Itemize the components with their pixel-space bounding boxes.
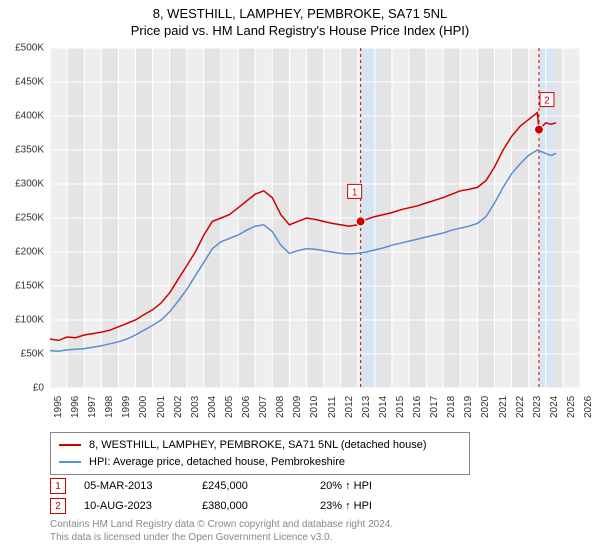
legend-swatch-1 (59, 444, 81, 446)
x-tick-label: 2001 (156, 396, 167, 418)
x-tick-label: 2011 (327, 396, 338, 418)
x-tick-label: 2015 (395, 396, 406, 418)
marker-box-2: 2 (50, 498, 66, 514)
x-tick-label: 1998 (104, 396, 115, 418)
y-tick-label: £100K (15, 315, 44, 326)
chart-container: 8, WESTHILL, LAMPHEY, PEMBROKE, SA71 5NL… (0, 0, 600, 560)
x-tick-label: 1996 (70, 396, 81, 418)
chart-svg: 12 (50, 48, 580, 388)
marker-box-1: 1 (50, 478, 66, 494)
transaction-date-1: 05-MAR-2013 (84, 480, 184, 492)
x-tick-label: 2009 (292, 396, 303, 418)
title-line2: Price paid vs. HM Land Registry's House … (0, 23, 600, 40)
x-axis-ticks: 1995 1996 1997 1998 1999 2000 2001 2002 2003 2004… (50, 388, 580, 428)
svg-text:1: 1 (352, 187, 358, 198)
transaction-row-1: 1 05-MAR-2013 £245,000 20% ↑ HPI (50, 478, 420, 494)
x-tick-label: 2004 (207, 396, 218, 418)
x-tick-label: 1999 (121, 396, 132, 418)
x-tick-label: 2008 (275, 396, 286, 418)
x-tick-label: 2024 (549, 396, 560, 418)
x-tick-label: 2003 (190, 396, 201, 418)
x-tick-label: 2021 (498, 396, 509, 418)
y-tick-label: £0 (33, 383, 44, 394)
x-tick-label: 2016 (412, 396, 423, 418)
transaction-rows: 1 05-MAR-2013 £245,000 20% ↑ HPI 2 10-AU… (50, 478, 420, 518)
x-tick-label: 2026 (583, 396, 594, 418)
y-tick-label: £200K (15, 247, 44, 258)
legend-row-2: HPI: Average price, detached house, Pemb… (59, 454, 461, 471)
y-tick-label: £350K (15, 145, 44, 156)
legend-label-2: HPI: Average price, detached house, Pemb… (89, 454, 345, 471)
x-tick-label: 2000 (138, 396, 149, 418)
x-tick-label: 2006 (241, 396, 252, 418)
transaction-date-2: 10-AUG-2023 (84, 500, 184, 512)
x-tick-label: 2005 (224, 396, 235, 418)
x-tick-label: 2002 (173, 396, 184, 418)
legend-row-1: 8, WESTHILL, LAMPHEY, PEMBROKE, SA71 5NL… (59, 437, 461, 454)
y-axis-ticks: £0£50K£100K£150K£200K£250K£300K£350K£400… (0, 48, 48, 388)
transaction-delta-2: 23% ↑ HPI (320, 500, 420, 512)
svg-text:2: 2 (544, 96, 550, 107)
chart-plot-area: 12 (50, 48, 580, 388)
legend-box: 8, WESTHILL, LAMPHEY, PEMBROKE, SA71 5NL… (50, 432, 470, 475)
transaction-price-1: £245,000 (202, 480, 302, 492)
legend-swatch-2 (59, 461, 81, 463)
footer-line2: This data is licensed under the Open Gov… (50, 531, 393, 544)
x-tick-label: 2014 (378, 396, 389, 418)
x-tick-label: 2017 (429, 396, 440, 418)
x-tick-label: 2025 (566, 396, 577, 418)
y-tick-label: £150K (15, 281, 44, 292)
x-tick-label: 2018 (446, 396, 457, 418)
title-block: 8, WESTHILL, LAMPHEY, PEMBROKE, SA71 5NL… (0, 0, 600, 40)
x-tick-label: 1995 (53, 396, 64, 418)
y-tick-label: £400K (15, 111, 44, 122)
title-line1: 8, WESTHILL, LAMPHEY, PEMBROKE, SA71 5NL (0, 6, 600, 23)
transaction-row-2: 2 10-AUG-2023 £380,000 23% ↑ HPI (50, 498, 420, 514)
x-tick-label: 2020 (480, 396, 491, 418)
x-tick-label: 2010 (309, 396, 320, 418)
transaction-price-2: £380,000 (202, 500, 302, 512)
y-tick-label: £500K (15, 43, 44, 54)
footer-text: Contains HM Land Registry data © Crown c… (50, 518, 393, 544)
y-tick-label: £300K (15, 179, 44, 190)
transaction-delta-1: 20% ↑ HPI (320, 480, 420, 492)
x-tick-label: 2007 (258, 396, 269, 418)
footer-line1: Contains HM Land Registry data © Crown c… (50, 518, 393, 531)
x-tick-label: 2019 (463, 396, 474, 418)
y-tick-label: £250K (15, 213, 44, 224)
x-tick-label: 1997 (87, 396, 98, 418)
x-tick-label: 2013 (361, 396, 372, 418)
y-tick-label: £450K (15, 77, 44, 88)
x-tick-label: 2012 (344, 396, 355, 418)
legend-label-1: 8, WESTHILL, LAMPHEY, PEMBROKE, SA71 5NL… (89, 437, 427, 454)
y-tick-label: £50K (21, 349, 44, 360)
x-tick-label: 2022 (515, 396, 526, 418)
x-tick-label: 2023 (532, 396, 543, 418)
